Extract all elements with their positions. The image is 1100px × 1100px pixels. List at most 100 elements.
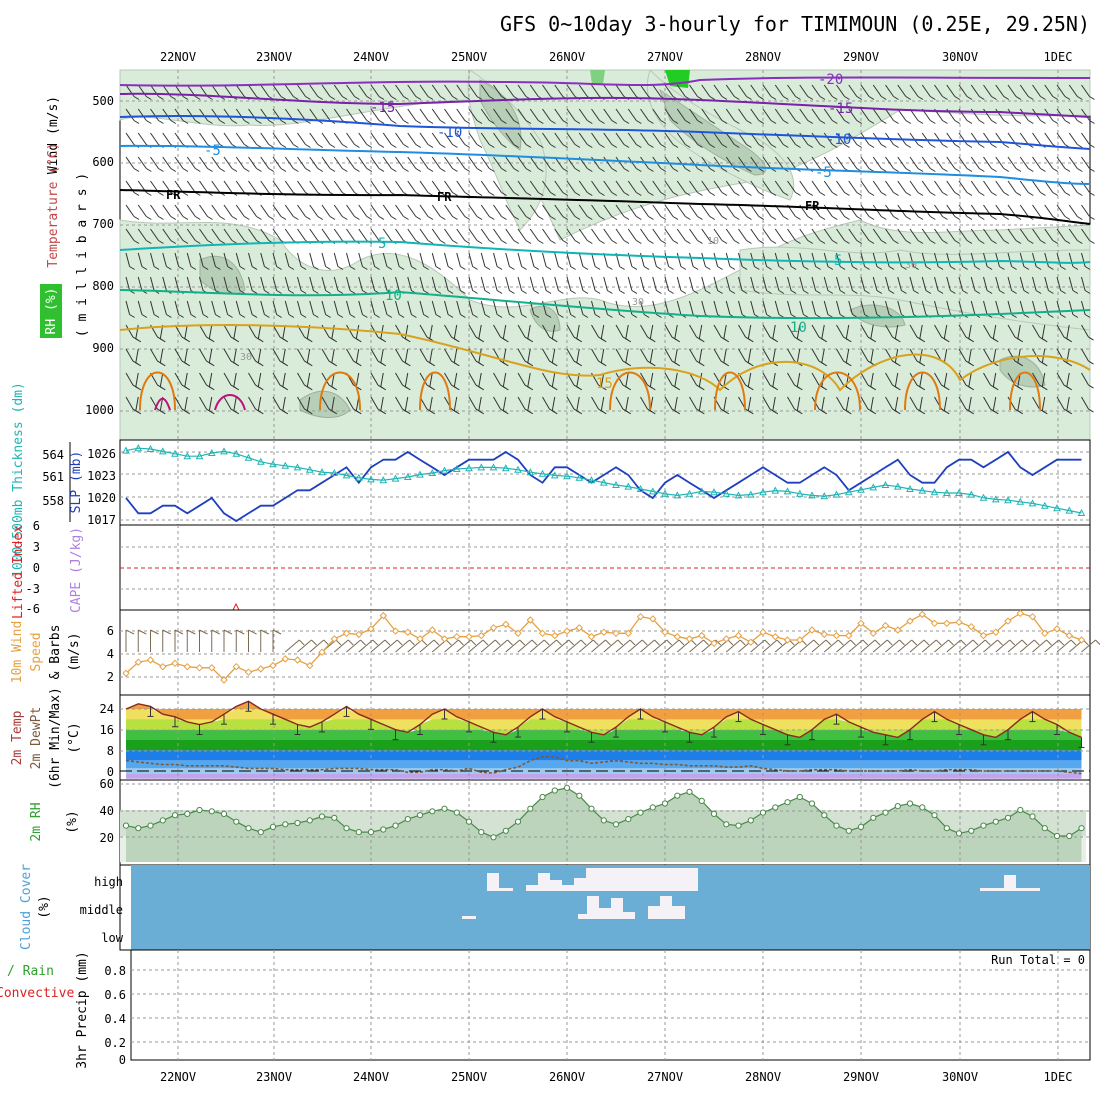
precip-panel: 0.8 0.6 0.4 0.2 0 Run Total = 0 Total / …: [0, 949, 1091, 1069]
wind-barb: [1081, 372, 1089, 386]
wind-barb: [431, 276, 437, 291]
wind-barb: [380, 386, 387, 391]
wind-barb: [419, 324, 428, 338]
wind-barb: [282, 396, 286, 411]
pressure-tick: 600: [92, 155, 114, 169]
wind-barb: [885, 300, 890, 315]
wind-barb: [852, 266, 858, 270]
wind-barb: [146, 216, 152, 220]
wind-barb: [836, 372, 844, 386]
wind-barb: [489, 216, 495, 220]
contour-label: -5: [204, 143, 221, 159]
wind-barb: [150, 156, 159, 169]
wind-barb: [174, 276, 180, 291]
minmax-label: (6hr Min/Max): [48, 687, 63, 789]
wind-barb: [325, 266, 331, 270]
wind-barb: [378, 96, 385, 100]
rh2m-marker: [478, 829, 485, 836]
wind-barb: [674, 338, 681, 343]
wind-barb: [648, 120, 654, 124]
wind-barb: [382, 276, 388, 291]
wind-barb: [427, 168, 434, 172]
wind-barb: [415, 120, 422, 124]
wind10m-barb: [984, 639, 991, 646]
wind-barb: [137, 204, 147, 217]
wind-barb: [746, 120, 752, 124]
cloud-patch: [562, 885, 574, 891]
wind10m-barb: [874, 639, 881, 646]
wind-barb: [223, 108, 233, 121]
wind-barb: [689, 324, 697, 338]
thickness-marker: [330, 468, 339, 476]
wind-barb: [968, 362, 975, 367]
precip-tick: 0.6: [104, 988, 126, 1002]
rh2m-marker: [539, 793, 546, 801]
wind-barb: [174, 108, 184, 121]
wind-barb: [186, 132, 196, 145]
wind-barb: [447, 314, 454, 318]
wind-barb: [542, 132, 551, 145]
wind-barb: [542, 252, 547, 267]
wind-barb: [668, 266, 674, 270]
wind-barb: [625, 386, 632, 391]
wind-barb: [542, 180, 551, 193]
wind-barb: [476, 96, 483, 100]
wind-barb: [502, 324, 507, 339]
wind-barb: [407, 180, 417, 193]
wind-barb: [615, 156, 625, 169]
wind-barb: [676, 180, 686, 193]
wind10m-barb: [556, 639, 562, 646]
wind-barb: [954, 216, 961, 220]
wind-barb: [909, 252, 915, 267]
wind-barb: [983, 108, 992, 121]
wind-barb: [150, 132, 159, 145]
wind-barb: [502, 396, 507, 411]
thickness-tick: 561: [42, 470, 64, 484]
wind10m-marker: [563, 627, 571, 635]
wind10m-barb: [272, 629, 282, 635]
cloud-patch: [599, 908, 611, 919]
wind-barb: [562, 192, 569, 196]
wind-barb: [1081, 324, 1089, 338]
thickness-marker: [587, 476, 596, 484]
wind-barb: [807, 120, 814, 124]
wind-barb: [505, 84, 515, 97]
wind10m-barb: [605, 639, 611, 646]
wind-barb: [1003, 120, 1010, 124]
wind-barb: [698, 348, 703, 363]
wind-barb: [643, 314, 650, 318]
wind-barb: [827, 290, 834, 294]
wind10m-marker: [1041, 629, 1049, 638]
wind-barb: [958, 300, 964, 315]
wind-barb: [329, 144, 336, 148]
wind-barb: [174, 348, 183, 362]
wind-barb: [293, 168, 299, 172]
wind10m-barb: [837, 639, 844, 646]
wind-barb: [958, 324, 967, 338]
wind-barb: [186, 180, 196, 193]
wind-barb: [846, 386, 852, 391]
wind-barb: [895, 362, 901, 367]
wind-barb: [337, 266, 344, 270]
wind10m-marker: [269, 661, 277, 670]
wind-barb: [917, 168, 924, 172]
wind-barb: [909, 372, 918, 386]
wind-barb: [321, 300, 327, 315]
wind-barb: [538, 192, 544, 196]
wind-barb: [750, 108, 760, 121]
wind-barb: [885, 372, 893, 386]
wind-barb: [505, 108, 515, 121]
wind-barb: [893, 240, 899, 244]
wind-barb: [921, 156, 931, 169]
wind-barb: [1007, 300, 1013, 315]
wind-barb: [137, 132, 147, 145]
wind-barb: [125, 204, 135, 217]
wind-barb: [799, 108, 809, 121]
wind10m-tick: 4: [107, 647, 114, 661]
wind-barb: [452, 120, 458, 124]
wind-barb: [934, 276, 939, 291]
wind-barb: [958, 204, 968, 217]
wind-barb: [787, 372, 795, 386]
wind-barb: [395, 396, 403, 410]
wind10m-barb: [1007, 639, 1023, 653]
